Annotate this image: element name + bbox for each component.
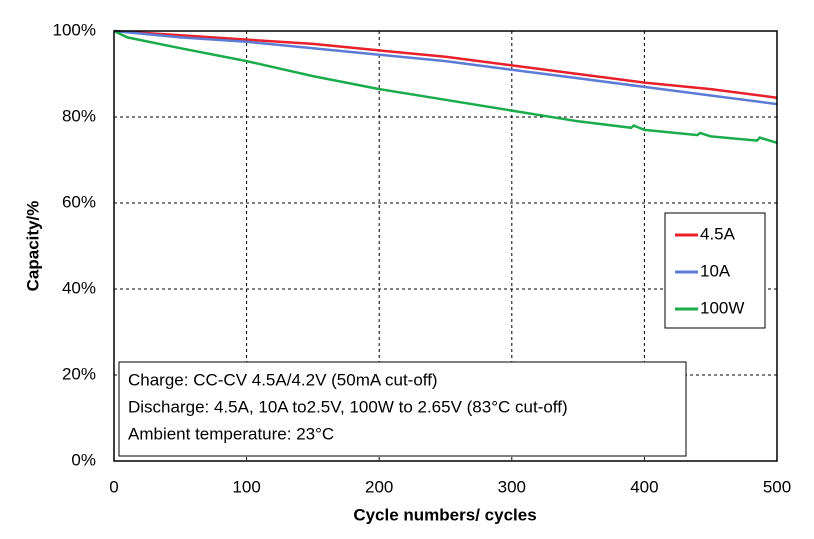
annotation-box <box>118 361 687 457</box>
annotation-text: Ambient temperature: 23°C <box>128 424 334 443</box>
x-axis-label: Cycle numbers/ cycles <box>353 505 536 524</box>
y-tick-label: 0% <box>71 450 96 469</box>
y-tick-label: 60% <box>62 192 96 211</box>
x-tick-label: 100 <box>232 477 260 496</box>
x-tick-label: 500 <box>763 477 791 496</box>
y-tick-label: 80% <box>62 106 96 125</box>
annotation-text: Discharge: 4.5A, 10A to2.5V, 100W to 2.6… <box>128 397 568 416</box>
data-line <box>113 29 778 144</box>
x-tick-label: 400 <box>630 477 658 496</box>
legend-label: 4.5A <box>700 224 736 243</box>
plot-frame <box>113 30 778 462</box>
x-tick-label: 0 <box>109 477 118 496</box>
y-axis-label: Capacity/% <box>23 201 42 292</box>
x-tick-label: 200 <box>365 477 393 496</box>
data-line <box>113 29 778 99</box>
y-tick-label: 100% <box>53 20 96 39</box>
legend-label: 100W <box>700 298 744 317</box>
y-tick-label: 20% <box>62 364 96 383</box>
legend-label: 10A <box>700 261 731 280</box>
data-line <box>113 29 778 106</box>
annotation-text: Charge: CC-CV 4.5A/4.2V (50mA cut-off) <box>128 370 438 389</box>
x-tick-label: 300 <box>498 477 526 496</box>
y-tick-label: 40% <box>62 278 96 297</box>
